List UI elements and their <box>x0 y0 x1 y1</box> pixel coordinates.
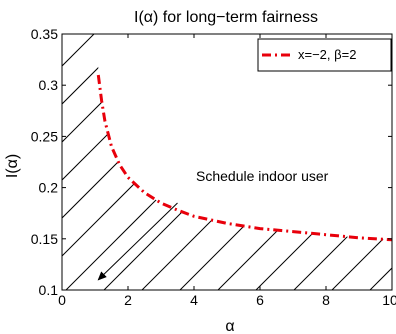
annotation: Schedule indoor user <box>97 168 329 281</box>
hatch-line <box>62 34 197 290</box>
hatch-line <box>0 0 6 300</box>
x-tick-label: 4 <box>190 292 198 308</box>
hatch-line <box>62 34 83 290</box>
hatch-line <box>0 0 44 300</box>
hatch-line <box>62 34 235 290</box>
y-tick-label: 0.35 <box>31 26 58 42</box>
hatch-line <box>321 34 392 290</box>
legend-box <box>257 38 392 72</box>
y-tick-label: 0.1 <box>39 282 59 298</box>
x-tick-label: 8 <box>322 292 330 308</box>
hatch-line <box>62 34 121 290</box>
annotation-text: Schedule indoor user <box>196 168 329 184</box>
annotation-arrow <box>97 202 178 281</box>
y-axis-label: I(α) <box>4 154 21 178</box>
y-tick-label: 0.25 <box>31 128 58 144</box>
axis-ticks: 0 2 4 6 8 10 0.1 0.15 0.2 0.25 0.3 0.35 <box>31 26 396 308</box>
x-axis-label: α <box>225 318 234 334</box>
hatch-line <box>245 34 392 290</box>
legend: x=−2, β=2 <box>257 38 392 72</box>
hatch-line <box>283 34 392 290</box>
hatch-line <box>62 34 159 290</box>
series-line <box>96 74 393 242</box>
y-tick-label: 0.3 <box>39 77 59 93</box>
hatch-line <box>62 34 273 290</box>
x-tick-label: 0 <box>58 292 66 308</box>
chart-title: I(α) for long−term fairness <box>134 9 318 26</box>
y-tick-label: 0.15 <box>31 231 58 247</box>
x-tick-label: 10 <box>382 292 396 308</box>
plot-frame <box>61 33 393 291</box>
x-tick-label: 2 <box>124 292 132 308</box>
legend-entry-label: x=−2, β=2 <box>298 47 356 62</box>
x-tick-label: 6 <box>256 292 264 308</box>
y-tick-label: 0.2 <box>39 180 59 196</box>
